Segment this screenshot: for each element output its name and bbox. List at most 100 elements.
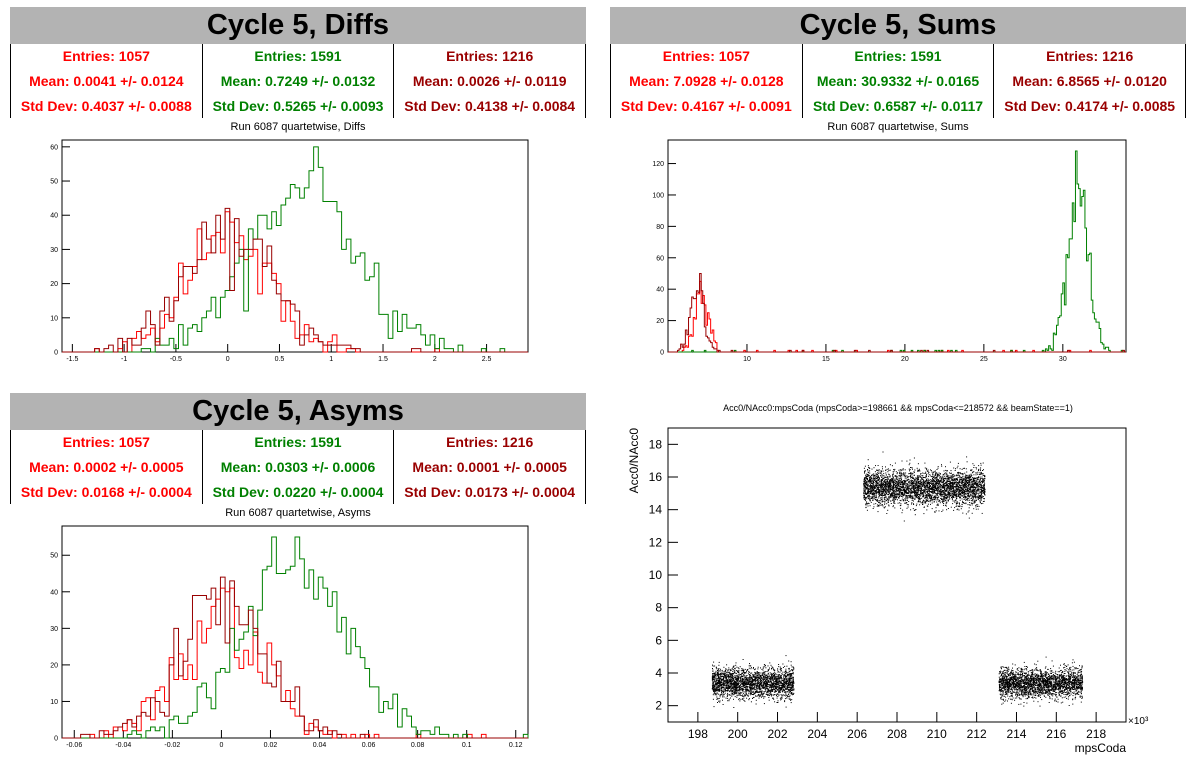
scatter-point <box>976 489 978 491</box>
scatter-point <box>946 476 948 478</box>
scatter-point <box>740 688 742 690</box>
scatter-point <box>897 472 899 474</box>
scatter-point <box>755 695 757 697</box>
scatter-point <box>752 676 754 678</box>
scatter-point <box>959 486 961 488</box>
scatter-point <box>743 669 745 671</box>
sums-stats-box: Entries: 1057 Mean: 7.0928 +/- 0.0128 St… <box>610 44 1186 118</box>
scatter-point <box>978 497 980 498</box>
scatter-point <box>771 685 773 687</box>
scatter-point <box>969 492 971 494</box>
scatter-point <box>769 672 771 674</box>
scatter-point <box>982 462 984 464</box>
scatter-point <box>787 694 789 695</box>
scatter-point <box>942 500 944 502</box>
scatter-point <box>753 679 755 681</box>
scatter-point <box>749 681 751 683</box>
scatter-point <box>957 462 959 464</box>
scatter-point <box>745 677 747 679</box>
scatter-point <box>775 676 777 678</box>
scatter-point <box>756 688 758 690</box>
scatter-point <box>883 506 885 508</box>
scatter-point <box>966 456 968 458</box>
scatter-point <box>979 488 981 490</box>
scatter-point <box>863 488 865 490</box>
scatter-point <box>786 688 788 690</box>
scatter-point <box>901 492 902 493</box>
scatter-point <box>956 509 958 511</box>
scatter-point <box>730 697 731 699</box>
scatter-point <box>755 672 756 674</box>
scatter-point <box>919 501 921 503</box>
scatter-point <box>731 668 733 670</box>
scatter-point <box>957 487 959 489</box>
scatter-point <box>879 484 881 486</box>
scatter-point <box>731 684 733 685</box>
scatter-point <box>781 688 782 690</box>
scatter-point <box>738 681 740 683</box>
scatter-point <box>954 493 956 495</box>
scatter-point <box>900 495 902 497</box>
scatter-point <box>941 499 942 500</box>
scatter-point <box>978 505 980 507</box>
scatter-point <box>768 681 770 683</box>
scatter-point <box>906 484 907 486</box>
scatter-point <box>895 498 897 500</box>
scatter-point <box>886 468 888 470</box>
scatter-point <box>755 680 757 681</box>
scatter-point <box>735 686 737 687</box>
scatter-point <box>897 502 899 504</box>
scatter-point <box>882 451 884 453</box>
scatter-point <box>756 683 758 685</box>
scatter-point <box>723 677 725 679</box>
scatter-point <box>762 685 763 687</box>
scatter-point <box>895 496 897 498</box>
scatter-point <box>925 486 926 488</box>
scatter-point <box>727 687 729 689</box>
scatter-point <box>717 671 719 673</box>
scatter-point <box>917 501 919 502</box>
scatter-point <box>957 475 959 477</box>
scatter-point <box>962 489 964 491</box>
x-tick-label: 15 <box>822 356 830 363</box>
scatter-point <box>925 483 927 485</box>
scatter-point <box>880 490 882 492</box>
scatter-point <box>880 494 882 496</box>
scatter-point <box>750 665 752 667</box>
scatter-point <box>765 689 766 691</box>
scatter-point <box>923 489 925 491</box>
scatter-point <box>977 485 979 487</box>
scatter-point <box>889 480 890 482</box>
scatter-point <box>965 485 966 487</box>
scatter-point <box>746 697 748 699</box>
scatter-point <box>778 685 780 687</box>
scatter-point <box>772 674 774 676</box>
scatter-point <box>757 679 759 681</box>
scatter-point <box>922 493 924 495</box>
scatter-point <box>897 479 899 481</box>
scatter-point <box>884 484 886 486</box>
scatter-point <box>780 685 782 687</box>
scatter-point <box>717 702 718 703</box>
scatter-point <box>775 684 776 686</box>
scatter-point <box>900 479 902 481</box>
scatter-point <box>909 482 911 484</box>
scatter-point <box>943 497 945 499</box>
scatter-point <box>774 701 776 703</box>
scatter-point <box>750 668 752 670</box>
scatter-point <box>933 471 935 473</box>
scatter-point <box>947 476 949 478</box>
scatter-point <box>734 692 736 694</box>
diffs-subtitle: Run 6087 quartetwise, Diffs <box>230 121 366 133</box>
scatter-point <box>750 688 752 690</box>
scatter-point <box>956 481 957 483</box>
scatter-point <box>973 464 975 466</box>
scatter-point <box>792 666 794 668</box>
stddev-text: Std Dev: 0.4138 +/- 0.0084 <box>404 98 576 114</box>
scatter-point <box>766 685 767 687</box>
scatter-point <box>892 471 894 473</box>
scatter-point <box>713 679 715 681</box>
scatter-point <box>731 683 733 684</box>
scatter-point <box>734 681 736 683</box>
scatter-point <box>980 495 982 496</box>
